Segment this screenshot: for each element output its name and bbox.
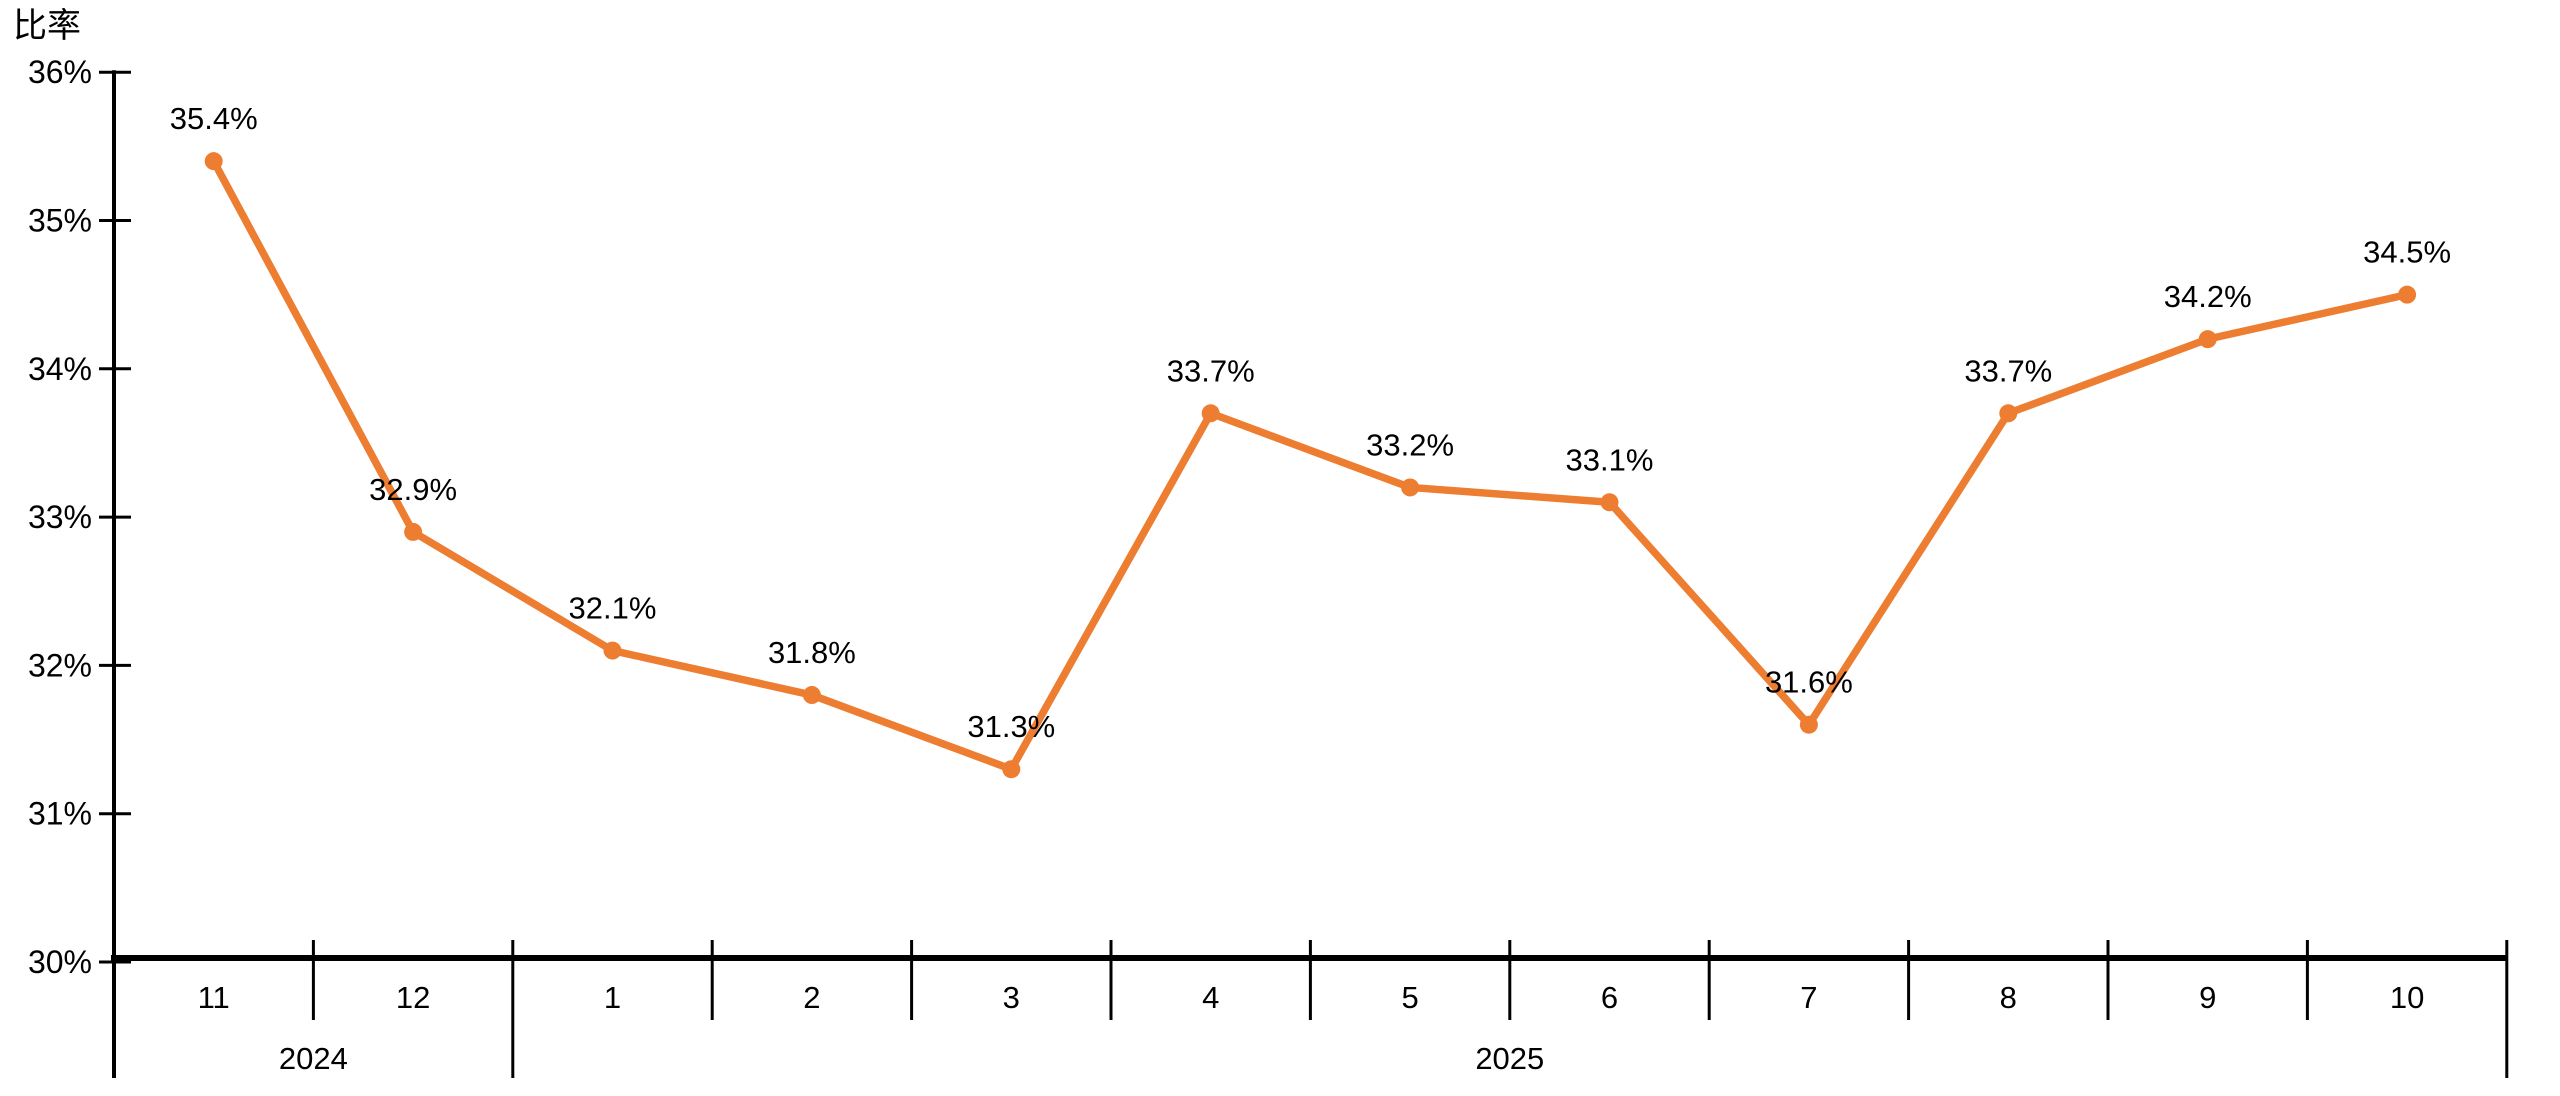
data-point-marker (1401, 478, 1420, 497)
data-point-label: 32.1% (569, 591, 657, 626)
series-line (204, 152, 2417, 779)
data-point-label: 34.2% (2164, 279, 2252, 314)
month-label: 11 (198, 980, 230, 1015)
y-tick-label: 30% (28, 944, 92, 980)
data-point-label: 33.7% (1964, 353, 2052, 388)
data-point-marker (1201, 404, 1220, 423)
month-label: 10 (2390, 980, 2424, 1015)
data-point-marker (1799, 715, 1818, 734)
y-tick-label: 35% (28, 203, 92, 239)
month-label: 4 (1202, 980, 1219, 1015)
y-axis: 36% 35% 34% 33% 32% 31% 30% (28, 54, 131, 1078)
month-label: 3 (1003, 980, 1020, 1015)
month-label: 2 (803, 980, 820, 1015)
data-point-marker (1002, 760, 1021, 779)
data-point-label: 31.8% (768, 635, 856, 670)
month-label: 8 (2000, 980, 2017, 1015)
data-point-label: 33.7% (1167, 353, 1255, 388)
data-point-marker (204, 152, 223, 171)
data-point-label: 33.2% (1366, 427, 1454, 462)
y-tick-label: 32% (28, 647, 92, 683)
data-point-label: 31.3% (967, 709, 1055, 744)
data-point-label: 35.4% (170, 101, 258, 136)
y-tick-label: 33% (28, 499, 92, 535)
data-point-label: 31.6% (1765, 665, 1853, 700)
month-label: 5 (1401, 980, 1418, 1015)
month-label: 9 (2199, 980, 2216, 1015)
data-point-marker (603, 641, 622, 660)
data-point-marker (1600, 493, 1619, 512)
data-point-label: 32.9% (369, 472, 457, 507)
data-point-marker (2198, 330, 2217, 349)
y-axis-title: 比率 (13, 7, 81, 45)
data-point-marker (802, 686, 821, 705)
month-label: 12 (396, 980, 430, 1015)
y-tick-label: 34% (28, 351, 92, 387)
month-label: 6 (1601, 980, 1618, 1015)
year-label: 2025 (1475, 1041, 1544, 1076)
month-label: 7 (1800, 980, 1817, 1015)
year-label: 2024 (279, 1041, 348, 1076)
series-polyline (209, 157, 2411, 773)
data-point-marker (404, 522, 423, 541)
y-tick-label: 36% (28, 54, 92, 90)
data-point-label: 33.1% (1566, 442, 1654, 477)
data-point-label: 34.5% (2363, 235, 2451, 270)
y-tick-label: 31% (28, 796, 92, 832)
data-point-marker (2398, 285, 2417, 304)
month-label: 1 (604, 980, 621, 1015)
data-labels: 35.4% 32.9% 32.1% 31.8% 31.3% 33.7% 33.2% 33.1%… (170, 101, 2451, 744)
data-point-marker (1999, 404, 2018, 423)
